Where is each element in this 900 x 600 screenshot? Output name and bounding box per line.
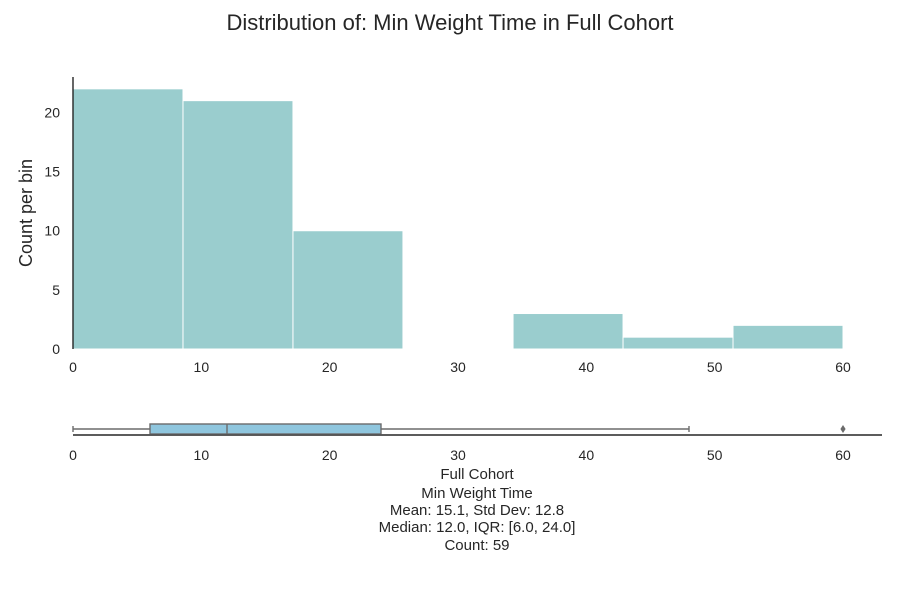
stats-count: Count: 59 [444,537,509,554]
histogram-y-ticks: 0 5 10 15 20 [44,104,60,357]
iqr-box [149,423,382,435]
x-tick-label: 10 [194,359,210,375]
y-tick-label: 5 [52,282,60,298]
x-tick-label: 20 [322,359,338,375]
histogram-bar [292,230,404,350]
boxplot-shapes [72,423,846,435]
y-tick-label: 10 [44,223,60,239]
histogram-x-ticks: 0 10 20 30 40 50 60 [69,359,851,375]
stats-median-iqr: Median: 12.0, IQR: [6.0, 24.0] [379,519,576,536]
histogram-bar [622,336,734,350]
box-x-tick-label: 60 [835,447,851,463]
summary-stats: Full Cohort Min Weight Time Mean: 15.1, … [379,466,576,554]
boxplot: 0 10 20 30 40 50 60 [69,423,882,463]
x-tick-label: 30 [450,359,466,375]
box-x-tick-label: 50 [707,447,723,463]
box-x-tick-label: 40 [579,447,595,463]
outlier-point [840,425,846,433]
stats-cohort: Full Cohort [440,466,514,483]
box-x-tick-label: 0 [69,447,77,463]
chart-title: Distribution of: Min Weight Time in Full… [226,10,673,35]
histogram-bar [182,100,294,350]
histogram-bar [732,324,844,350]
box-x-tick-label: 30 [450,447,466,463]
y-axis-label: Count per bin [16,159,36,267]
stats-mean-sd: Mean: 15.1, Std Dev: 12.8 [390,502,564,519]
histogram-bar [72,88,184,350]
histogram-bars [72,88,844,350]
x-tick-label: 50 [707,359,723,375]
boxplot-x-ticks: 0 10 20 30 40 50 60 [69,447,851,463]
x-tick-label: 40 [579,359,595,375]
y-tick-label: 20 [44,104,60,120]
histogram: 0 5 10 15 20 0 10 20 30 40 50 60 Count per bin [16,77,851,375]
box-x-tick-label: 10 [194,447,210,463]
y-tick-label: 0 [52,341,60,357]
stats-variable: Min Weight Time [421,485,532,502]
histogram-bar [512,313,624,350]
x-tick-label: 60 [835,359,851,375]
box-x-tick-label: 20 [322,447,338,463]
y-tick-label: 15 [44,164,60,180]
x-tick-label: 0 [69,359,77,375]
